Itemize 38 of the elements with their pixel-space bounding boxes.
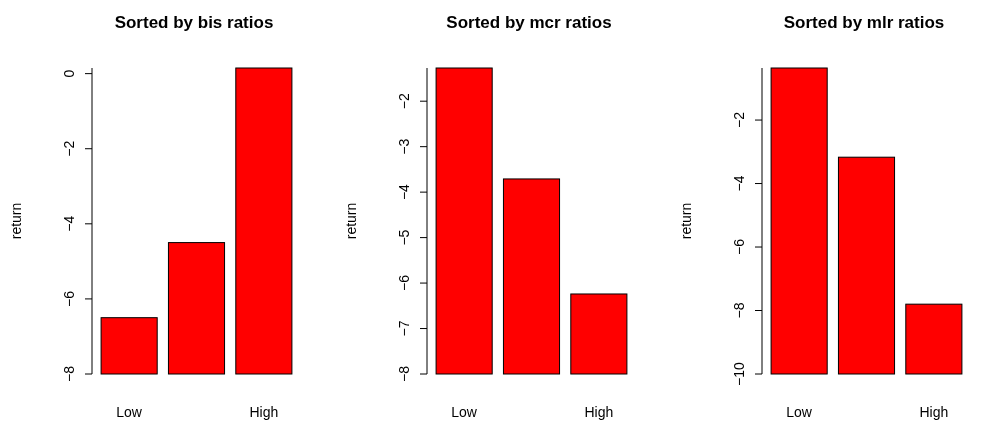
y-tick-label: −4 xyxy=(396,183,412,201)
bar xyxy=(235,67,293,375)
x-tick-label: High xyxy=(584,404,614,420)
bar xyxy=(770,67,828,375)
y-tick-label: −6 xyxy=(61,290,77,307)
y-tick-label: −8 xyxy=(396,365,412,382)
bar xyxy=(570,293,628,375)
y-tick-label: −7 xyxy=(396,320,412,337)
y-axis-title: return xyxy=(8,202,24,240)
bar xyxy=(905,303,963,375)
chart-title: Sorted by mcr ratios xyxy=(446,13,612,32)
y-tick-label: −5 xyxy=(396,229,412,246)
y-tick-label: −3 xyxy=(396,138,412,155)
y-tick-label: −10 xyxy=(731,361,747,386)
y-tick-label: −6 xyxy=(396,274,412,292)
x-tick-label: Low xyxy=(786,404,813,420)
y-tick-label: −2 xyxy=(731,111,747,129)
x-tick-label: High xyxy=(919,404,949,420)
bar xyxy=(100,317,158,375)
bar xyxy=(167,242,226,375)
y-tick-label: −2 xyxy=(396,93,412,110)
y-axis-title: return xyxy=(678,202,694,240)
y-tick-label: −6 xyxy=(731,238,747,256)
y-tick-label: −2 xyxy=(61,140,77,157)
y-tick-label: −8 xyxy=(731,302,747,319)
x-tick-label: Low xyxy=(116,404,143,420)
bar xyxy=(435,67,493,375)
x-tick-label: High xyxy=(249,404,279,420)
bar xyxy=(837,156,896,375)
y-tick-label: 0 xyxy=(61,69,77,78)
y-tick-label: −8 xyxy=(61,365,77,382)
chart-title: Sorted by bis ratios xyxy=(114,13,274,32)
bar xyxy=(502,178,561,375)
y-axis-title: return xyxy=(343,202,359,240)
y-tick-label: −4 xyxy=(61,215,77,232)
chart-title: Sorted by mlr ratios xyxy=(783,13,945,32)
x-tick-label: Low xyxy=(451,404,478,420)
y-tick-label: −4 xyxy=(731,175,747,192)
